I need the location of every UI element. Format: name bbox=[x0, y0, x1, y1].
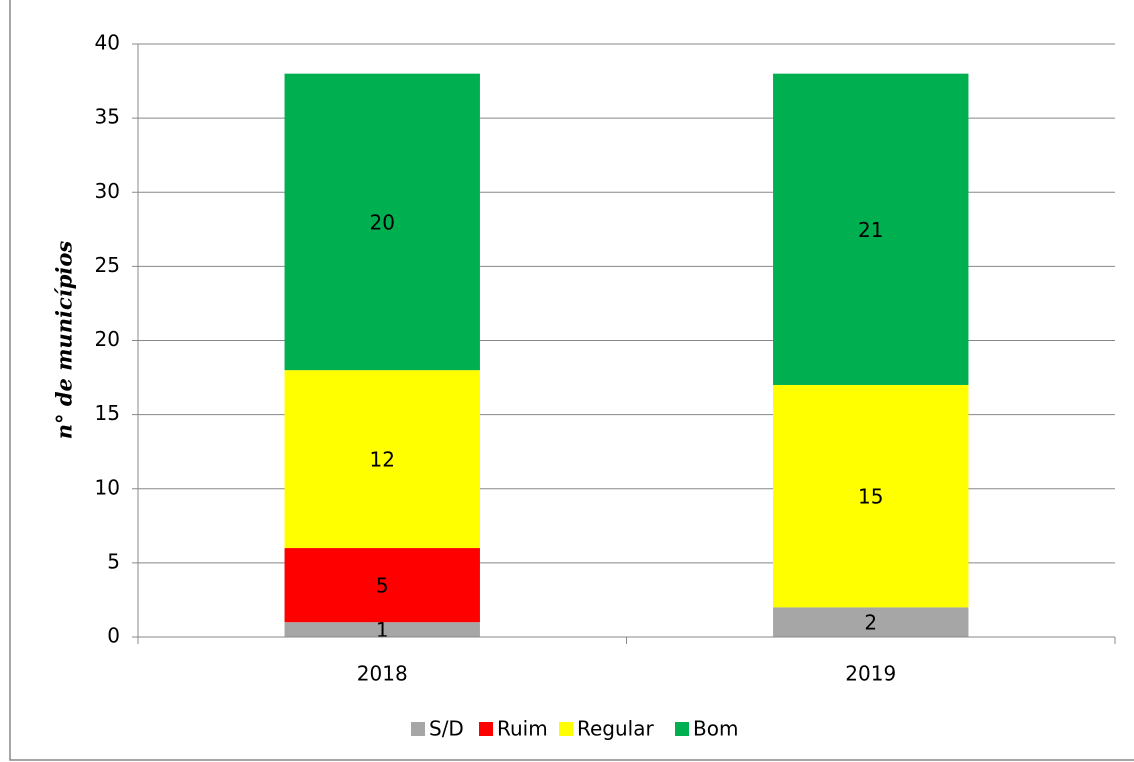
y-tick-label: 5 bbox=[107, 549, 120, 573]
bar-segment bbox=[284, 370, 480, 549]
legend-swatch bbox=[675, 722, 689, 736]
data-label: 5 bbox=[376, 574, 389, 598]
data-label: 1 bbox=[376, 618, 389, 642]
data-label: 15 bbox=[858, 485, 883, 509]
y-tick-label: 20 bbox=[95, 327, 120, 351]
legend-label: Ruim bbox=[497, 717, 548, 741]
bar-segment bbox=[773, 73, 969, 385]
bar-segment bbox=[284, 73, 480, 371]
data-label: 12 bbox=[370, 448, 395, 472]
y-tick-label: 35 bbox=[95, 105, 120, 129]
y-axis-label: n° de municípios bbox=[52, 241, 77, 440]
y-tick-label: 25 bbox=[95, 253, 120, 277]
data-label: 20 bbox=[370, 210, 395, 234]
y-tick-label: 15 bbox=[95, 401, 120, 425]
x-tick-label: 2019 bbox=[845, 662, 896, 686]
data-label: 21 bbox=[858, 218, 883, 242]
legend-label: Bom bbox=[693, 717, 738, 741]
legend-swatch bbox=[411, 722, 425, 736]
bar-segment bbox=[773, 607, 969, 637]
y-tick-label: 30 bbox=[95, 179, 120, 203]
data-label: 2 bbox=[864, 611, 877, 635]
bar-segment bbox=[284, 548, 480, 623]
x-tick-label: 2018 bbox=[357, 662, 408, 686]
y-tick-label: 40 bbox=[95, 31, 120, 55]
bar-segment bbox=[284, 622, 480, 637]
legend-swatch bbox=[559, 722, 573, 736]
legend-label: S/D bbox=[429, 717, 464, 741]
legend-swatch bbox=[479, 722, 493, 736]
y-tick-label: 0 bbox=[107, 624, 120, 648]
y-tick-label: 10 bbox=[95, 475, 120, 499]
legend-label: Regular bbox=[577, 717, 654, 741]
bar-segment bbox=[773, 384, 969, 608]
